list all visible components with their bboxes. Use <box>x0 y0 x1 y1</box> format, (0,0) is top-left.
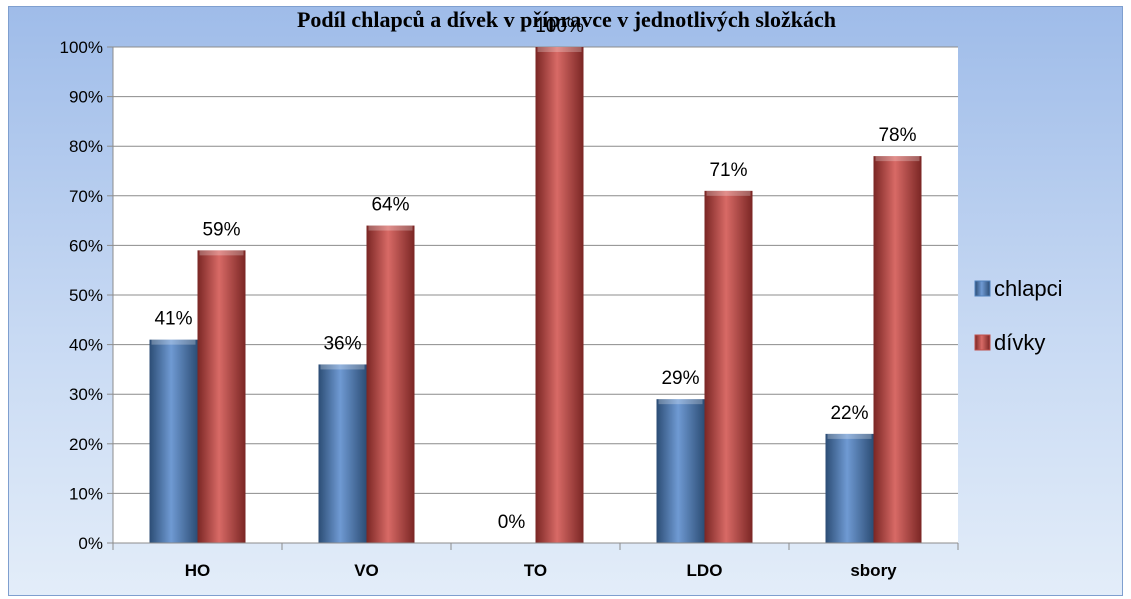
y-tick-label: 0% <box>78 534 103 553</box>
bar-dívky <box>535 47 584 543</box>
bar-dívky <box>704 190 753 543</box>
bar-dívky <box>366 225 415 543</box>
y-tick-label: 20% <box>69 435 103 454</box>
y-tick-label: 70% <box>69 187 103 206</box>
bar-highlight <box>875 156 920 162</box>
data-label: 36% <box>323 333 361 354</box>
x-category-label: LDO <box>687 561 723 580</box>
bar-dívky <box>873 156 922 543</box>
data-label: 59% <box>202 219 240 240</box>
legend-label: chlapci <box>994 276 1062 301</box>
y-tick-label: 40% <box>69 336 103 355</box>
y-tick-label: 90% <box>69 88 103 107</box>
legend-swatch-dívky <box>974 334 991 351</box>
data-label: 100% <box>535 16 584 37</box>
data-label: 41% <box>154 309 192 330</box>
data-label: 22% <box>830 403 868 424</box>
bar-highlight <box>368 225 413 231</box>
y-tick-label: 10% <box>69 484 103 503</box>
data-label: 0% <box>498 512 526 533</box>
legend-label: dívky <box>994 330 1045 355</box>
chart-title: Podíl chlapců a dívek v přípravce v jedn… <box>296 7 837 32</box>
x-category-label: HO <box>185 561 211 580</box>
bar-chlapci <box>825 433 874 543</box>
bar-chlapci <box>318 364 367 543</box>
bar-dívky <box>197 250 246 544</box>
y-tick-label: 60% <box>69 236 103 255</box>
bar-chlapci <box>149 339 198 543</box>
bar-highlight <box>706 190 751 196</box>
data-label: 64% <box>371 195 409 216</box>
bar-chlapci <box>656 399 705 543</box>
y-tick-label: 50% <box>69 286 103 305</box>
bar-highlight <box>199 250 244 256</box>
y-tick-label: 100% <box>60 38 103 57</box>
data-label: 71% <box>709 160 747 181</box>
bars <box>149 47 922 544</box>
x-category-label: sbory <box>850 561 897 580</box>
labels: HO 41% 59% VO 36% 64% TO 0% 100% LDO 29% 71% sbory 22… <box>154 16 916 580</box>
y-tick-label: 30% <box>69 385 103 404</box>
data-label: 29% <box>661 368 699 389</box>
legend-swatch-chlapci <box>974 280 991 297</box>
y-tick-label: 80% <box>69 137 103 156</box>
bar-highlight <box>151 339 196 345</box>
bar-highlight <box>320 364 365 370</box>
bar-highlight <box>537 47 582 52</box>
legend: chlapci dívky <box>974 276 1062 355</box>
bar-chart: 0% 10% 20% 30% 40% 50% 60% 70% 80% 90% 100% HO 41% 5… <box>60 16 1063 580</box>
x-category-label: TO <box>524 561 547 580</box>
x-category-label: VO <box>354 561 379 580</box>
data-label: 78% <box>878 125 916 146</box>
axes: 0% 10% 20% 30% 40% 50% 60% 70% 80% 90% 100% <box>60 38 959 553</box>
chart-frame: Podíl chlapců a dívek v přípravce v jedn… <box>8 6 1123 596</box>
bar-highlight <box>658 399 703 405</box>
bar-highlight <box>827 433 872 439</box>
